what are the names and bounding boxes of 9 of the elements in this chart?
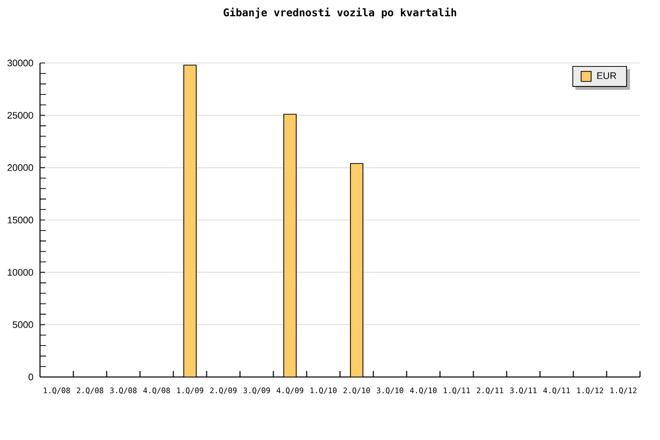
y-tick-label: 25000 <box>8 112 34 119</box>
y-tick-label: 5000 <box>12 321 34 328</box>
y-tick-label: 30000 <box>7 60 34 66</box>
chart-title: Gibanje vrednosti vozila po kvartalih <box>224 8 456 18</box>
y-tick-label: 0 <box>28 374 34 380</box>
y-tick-label: 15000 <box>8 216 34 224</box>
legend-label: EUR <box>597 72 616 80</box>
y-tick-label: 20000 <box>8 164 34 172</box>
y-tick-label: 10000 <box>8 268 34 276</box>
